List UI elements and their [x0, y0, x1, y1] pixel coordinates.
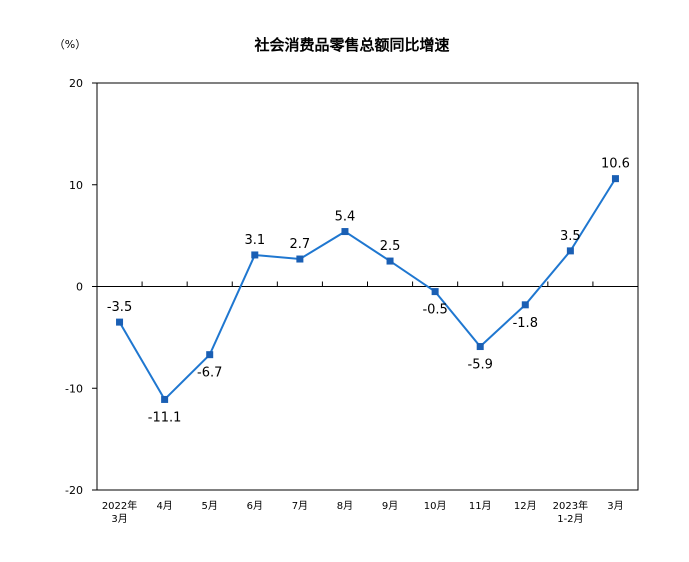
y-tick-label: -20 [65, 484, 83, 497]
data-point [386, 257, 394, 265]
data-label: 3.5 [560, 229, 581, 244]
x-tick-label: 12月 [514, 500, 537, 512]
data-point [251, 251, 259, 259]
x-tick-label: 11月 [469, 500, 492, 512]
x-tick-label-line: 6月 [247, 500, 263, 512]
data-label: -6.7 [197, 366, 222, 381]
x-tick-label: 2023年 1-2月 [553, 499, 588, 525]
y-axis-unit: （%） [54, 38, 86, 51]
x-tick-label-line: 3月 [111, 513, 127, 525]
x-tick-label-line: 8月 [337, 500, 353, 512]
data-point [566, 247, 574, 255]
x-tick-label: 9月 [382, 500, 398, 512]
data-label: 10.6 [601, 157, 630, 172]
data-point [206, 351, 214, 359]
x-tick-label-line: 9月 [382, 500, 398, 512]
data-point [476, 343, 484, 351]
x-tick-label: 3月 [607, 500, 623, 512]
x-tick-label-line: 7月 [292, 500, 308, 512]
data-point [341, 228, 349, 236]
x-tick-label-line: 12月 [514, 500, 537, 512]
x-tick-label: 7月 [292, 500, 308, 512]
series-line [118, 178, 617, 402]
x-tick-label-line: 2023年 [553, 499, 588, 512]
data-label: 3.1 [244, 233, 265, 248]
x-tick-label: 5月 [202, 500, 218, 512]
data-label: -3.5 [107, 300, 132, 315]
data-label: 2.5 [380, 239, 401, 254]
data-label: -11.1 [148, 410, 182, 425]
data-label: 2.7 [290, 237, 311, 252]
x-tick-label: 2022年 3月 [102, 499, 137, 525]
x-tick-label-line: 3月 [607, 500, 623, 512]
y-tick-label: 20 [69, 77, 83, 90]
data-point [161, 395, 169, 403]
x-tick-label-line: 5月 [202, 500, 218, 512]
x-tick-label-line: 2022年 [102, 499, 137, 512]
x-tick-label: 6月 [247, 500, 263, 512]
data-point [296, 255, 304, 263]
x-tick-label: 8月 [337, 500, 353, 512]
data-point [431, 288, 439, 296]
x-tick-label-line: 10月 [424, 500, 447, 512]
y-tick-label: 10 [69, 179, 83, 192]
y-tick-label: 0 [76, 281, 83, 294]
chart-title: 社会消费品零售总额同比增速 [253, 36, 449, 54]
x-tick-label-line: 4月 [156, 500, 172, 512]
data-point [116, 318, 124, 326]
data-label: -5.9 [468, 358, 493, 373]
x-tick-label: 4月 [156, 500, 172, 512]
y-tick-label: -10 [65, 382, 83, 395]
x-tick-label-line: 1-2月 [557, 513, 583, 525]
data-label: -1.8 [513, 316, 538, 331]
data-label: -0.5 [422, 303, 447, 318]
x-tick-label: 10月 [424, 500, 447, 512]
data-point [611, 175, 619, 183]
data-point [521, 301, 529, 309]
data-label: 5.4 [335, 210, 356, 225]
x-tick-label-line: 11月 [469, 500, 492, 512]
